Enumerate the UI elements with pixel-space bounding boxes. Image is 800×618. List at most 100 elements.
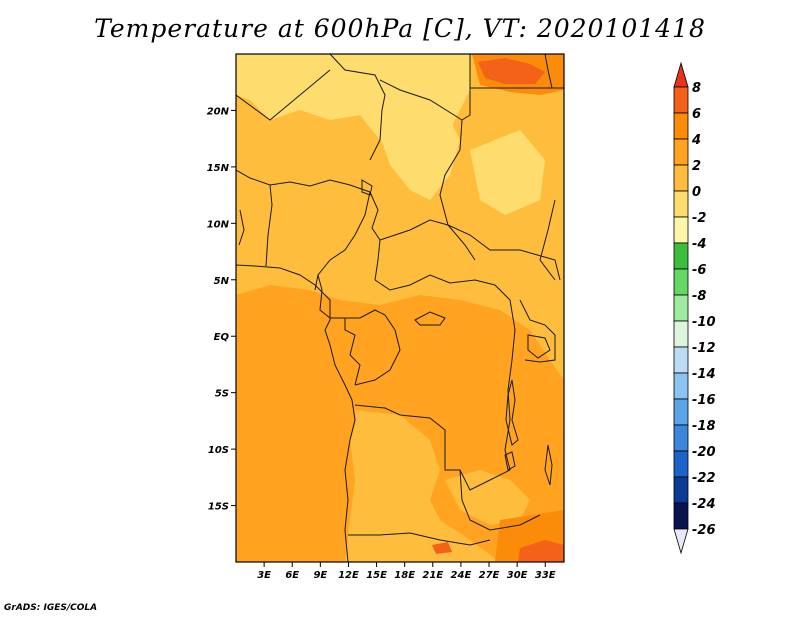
- lon-tick-label: 27E: [479, 570, 500, 581]
- congo-river: [414, 311, 446, 326]
- border-car-south: [374, 274, 496, 291]
- colorbar-swatch: [673, 268, 689, 296]
- colorbar-label: -18: [692, 419, 716, 434]
- colorbar-label: 2: [692, 159, 701, 174]
- colorbar-swatch: [673, 112, 689, 140]
- map-title: Temperature at 600hPa [C], VT: 202010141…: [94, 14, 706, 43]
- colorbar-swatch: [673, 476, 689, 504]
- field-base-sahel-west: [236, 175, 420, 285]
- border-niger-nigeria: [265, 184, 273, 267]
- colorbar-swatch: [673, 320, 689, 348]
- lon-tick-label: 30E: [507, 570, 528, 581]
- lake-volta: [238, 209, 245, 246]
- lat-tick-label: 5S: [215, 389, 229, 400]
- colorbar-swatch: [673, 138, 689, 166]
- temperature-field: [236, 54, 564, 562]
- colorbar-label: 4: [691, 133, 701, 148]
- colorbar: 8 6 4 2 0 -2 -4 -6 -8 -10 -12 -14 -16 -18 -20 -22 -24 -26: [673, 61, 716, 555]
- colorbar-label: -14: [692, 367, 716, 382]
- colorbar-label: -6: [692, 263, 706, 278]
- border-cameroon-chad: [369, 191, 381, 281]
- lat-tick-label: 15N: [207, 163, 230, 174]
- colorbar-label: 0: [692, 185, 701, 200]
- colorbar-swatch: [673, 502, 689, 530]
- border-gabon-congo: [344, 318, 361, 386]
- lon-tick-label: 3E: [257, 570, 271, 581]
- border-ethiopia: [539, 199, 556, 281]
- longitude-axis: 3E 6E 9E 12E 15E 18E 21E 24E 27E 30E 33E: [257, 562, 556, 581]
- border-mali-burkina: [236, 169, 371, 193]
- colorbar-label: -10: [692, 315, 716, 330]
- latitude-axis: 20N 15N 10N 5N EQ 5S 10S 15S: [207, 106, 236, 513]
- border-angola-namibia: [348, 532, 491, 546]
- border-libya-egypt: [461, 54, 471, 121]
- borders: [236, 54, 564, 562]
- colorbar-swatch: [673, 216, 689, 244]
- lake-chad: [361, 179, 373, 196]
- colorbar-label: -20: [692, 445, 716, 460]
- colorbar-swatch: [673, 190, 689, 218]
- lon-tick-label: 33E: [535, 570, 556, 581]
- colorbar-label: -8: [692, 289, 706, 304]
- colorbar-label: 8: [692, 81, 701, 96]
- map-frame: [235, 53, 565, 563]
- border-chad-car: [379, 219, 449, 241]
- lat-tick-label: 10S: [208, 445, 229, 456]
- lake-mweru: [504, 451, 516, 471]
- border-drc-angola: [354, 404, 511, 491]
- coastline-west: [236, 264, 356, 562]
- lat-tick-label: 20N: [207, 106, 230, 117]
- field-cool-sudan: [378, 90, 460, 200]
- border-drc-east: [494, 284, 516, 471]
- border-sudan-southsudan: [447, 224, 561, 281]
- colorbar-label: -4: [692, 237, 706, 252]
- colorbar-label: -2: [692, 211, 706, 226]
- colorbar-swatch: [673, 294, 689, 322]
- footer-credit: GrADS: IGES/COLA: [4, 603, 98, 613]
- field-base-angola: [350, 410, 440, 562]
- colorbar-swatch: [673, 372, 689, 400]
- lon-tick-label: 6E: [285, 570, 299, 581]
- colorbar-label: -22: [692, 471, 716, 486]
- lon-tick-label: 18E: [394, 570, 415, 581]
- lake-tanganyika: [505, 379, 519, 446]
- lat-tick-label: EQ: [214, 332, 230, 343]
- border-mali-niger: [236, 69, 331, 121]
- colorbar-swatch: [673, 164, 689, 192]
- border-libya-niger: [329, 54, 386, 161]
- red-sea-coast: [544, 54, 553, 89]
- border-chad-sudan: [439, 119, 476, 261]
- colorbar-label: -16: [692, 393, 716, 408]
- lon-tick-label: 12E: [338, 570, 359, 581]
- colorbar-swatch: [673, 346, 689, 374]
- lake-malawi: [544, 444, 553, 486]
- lat-tick-label: 5N: [214, 276, 230, 287]
- field-hot-south: [432, 542, 452, 554]
- border-sudan-north: [379, 79, 463, 121]
- colorbar-label: -12: [692, 341, 716, 356]
- colorbar-swatch: [673, 242, 689, 270]
- colorbar-label: -24: [692, 497, 716, 512]
- colorbar-label: -26: [692, 523, 716, 538]
- field-hot-southeast: [518, 540, 564, 562]
- colorbar-swatch: [673, 86, 689, 114]
- lon-tick-label: 21E: [422, 570, 443, 581]
- border-congo-drc: [354, 314, 401, 386]
- field-hot-northeast: [478, 58, 545, 84]
- lon-tick-label: 9E: [313, 570, 327, 581]
- colorbar-swatch: [673, 450, 689, 478]
- lat-tick-label: 15S: [208, 502, 229, 513]
- border-uganda-kenya: [519, 299, 556, 363]
- colorbar-label: 6: [692, 107, 701, 122]
- border-zambia: [459, 469, 541, 531]
- border-cameroon-gabon: [317, 274, 386, 319]
- field-cool-east: [470, 130, 545, 215]
- lon-tick-label: 15E: [366, 570, 387, 581]
- lon-tick-label: 24E: [451, 570, 472, 581]
- lat-tick-label: 10N: [207, 219, 230, 230]
- colorbar-swatch: [673, 424, 689, 452]
- lake-victoria: [527, 334, 551, 359]
- colorbar-bottom-arrow: [673, 528, 689, 555]
- colorbar-top-arrow: [673, 61, 689, 88]
